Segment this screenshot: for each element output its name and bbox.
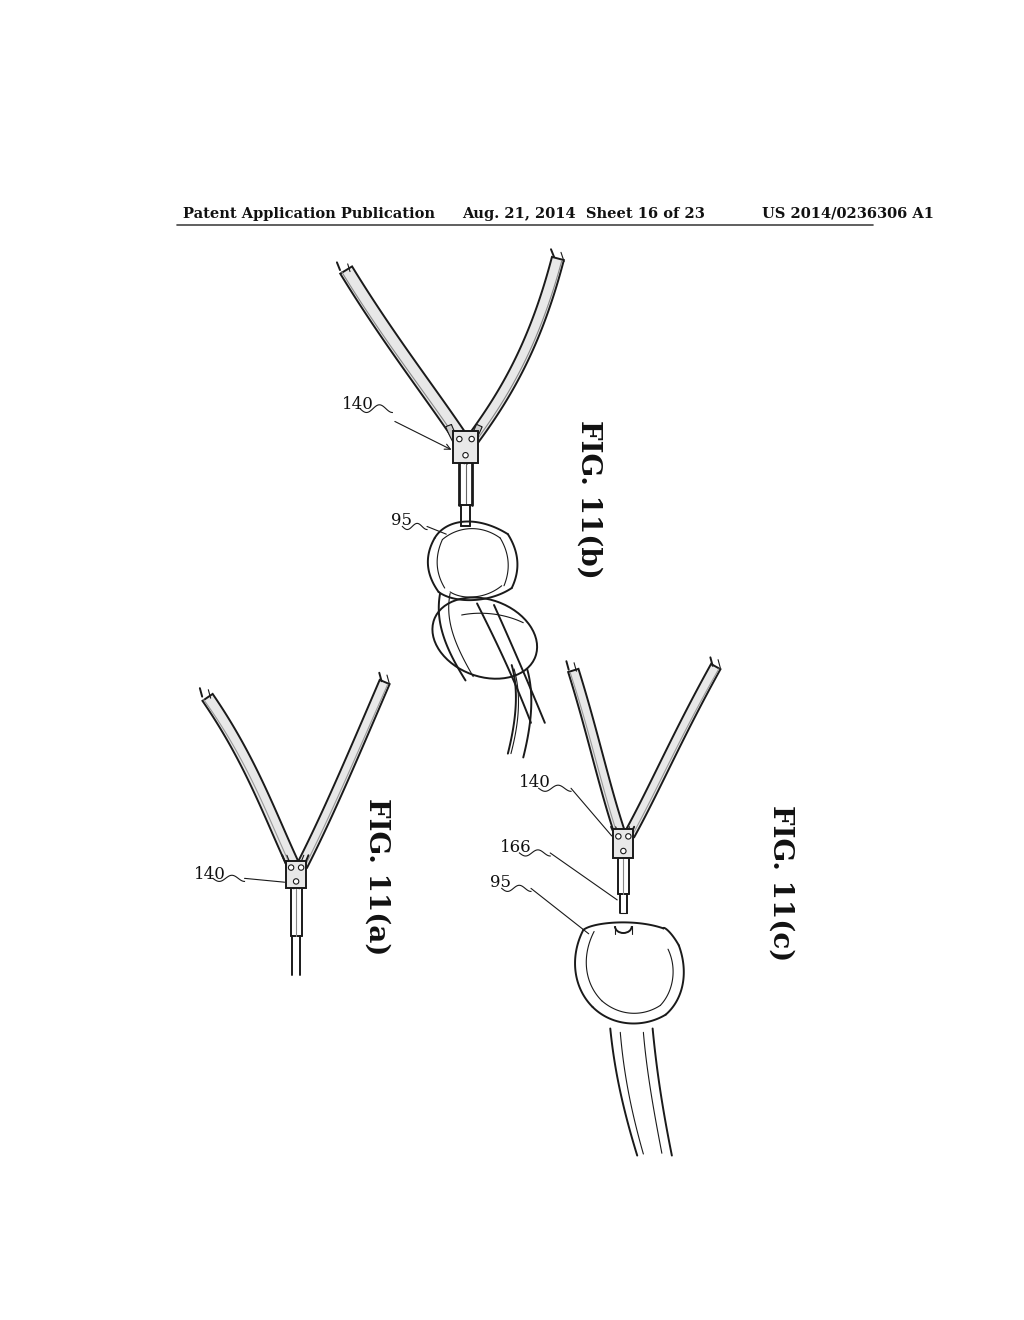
Circle shape — [463, 453, 468, 458]
Polygon shape — [340, 267, 467, 444]
Polygon shape — [454, 430, 478, 463]
Polygon shape — [297, 680, 389, 867]
Text: 166: 166 — [500, 840, 531, 857]
Polygon shape — [625, 664, 721, 837]
Circle shape — [615, 834, 621, 840]
Circle shape — [298, 865, 304, 870]
Circle shape — [289, 865, 294, 870]
Polygon shape — [568, 669, 625, 834]
Text: US 2014/0236306 A1: US 2014/0236306 A1 — [762, 207, 934, 220]
Text: 95: 95 — [490, 874, 511, 891]
Text: 140: 140 — [194, 866, 225, 883]
Polygon shape — [286, 861, 306, 888]
Circle shape — [294, 879, 299, 884]
Text: FIG. 11(b): FIG. 11(b) — [575, 420, 602, 579]
Text: FIG. 11(c): FIG. 11(c) — [768, 805, 795, 961]
Circle shape — [621, 849, 626, 854]
Circle shape — [626, 834, 631, 840]
Polygon shape — [203, 694, 298, 866]
Text: 140: 140 — [519, 774, 551, 791]
Circle shape — [469, 437, 474, 442]
Text: FIG. 11(a): FIG. 11(a) — [364, 797, 390, 954]
Text: 140: 140 — [342, 396, 374, 413]
Polygon shape — [613, 829, 634, 858]
Polygon shape — [459, 424, 482, 463]
Polygon shape — [445, 425, 472, 465]
Text: Aug. 21, 2014  Sheet 16 of 23: Aug. 21, 2014 Sheet 16 of 23 — [462, 207, 705, 220]
Text: Patent Application Publication: Patent Application Publication — [183, 207, 435, 220]
Text: 95: 95 — [391, 512, 412, 529]
Circle shape — [457, 437, 462, 442]
Polygon shape — [467, 257, 564, 445]
